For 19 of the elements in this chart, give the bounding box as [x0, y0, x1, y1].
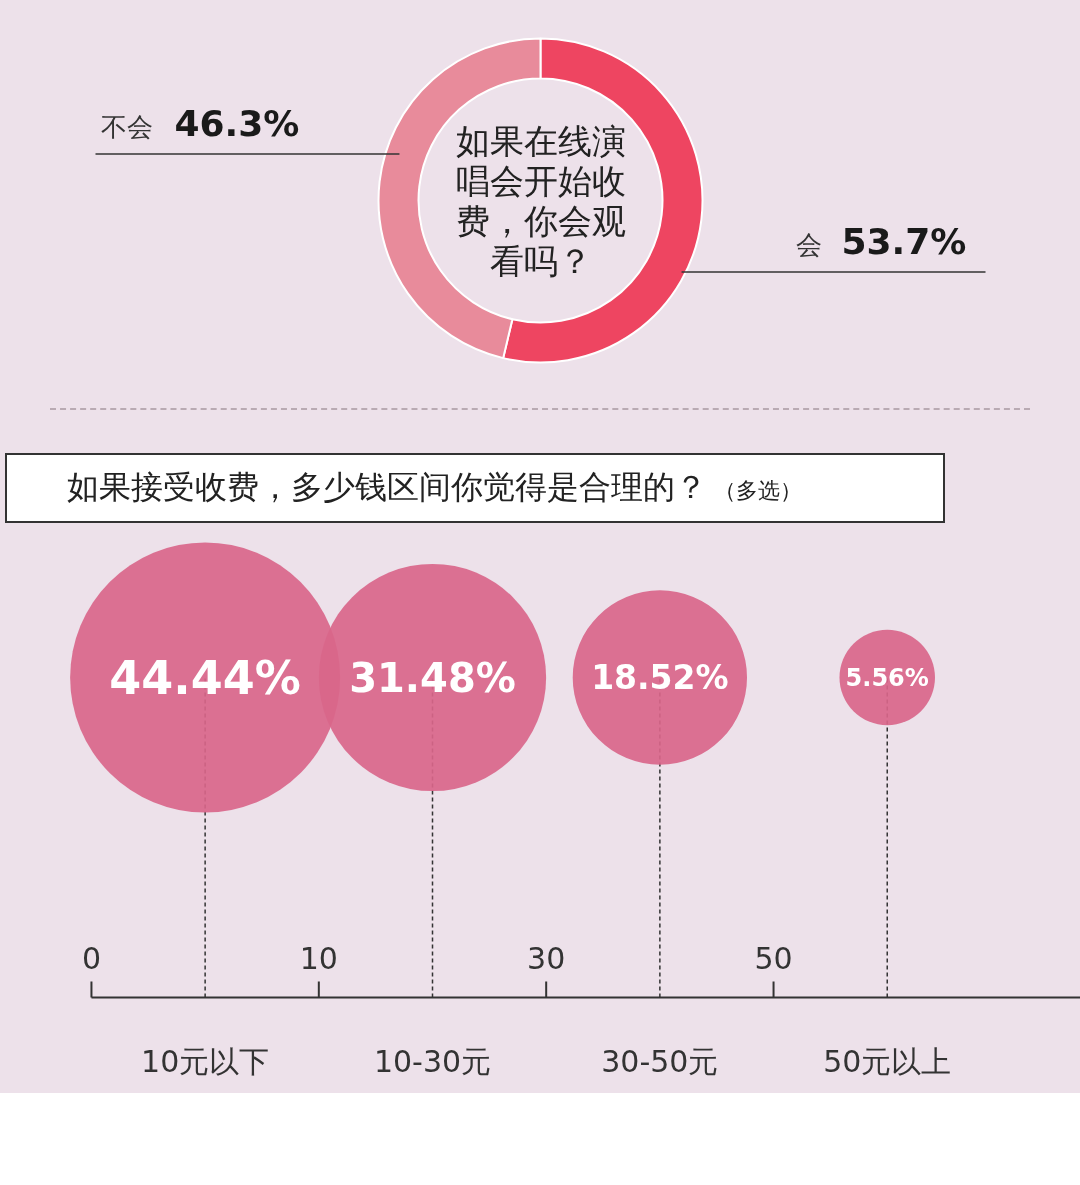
- data-label: 46.3%: [174, 103, 300, 145]
- data-label: 44.44%: [109, 650, 301, 705]
- data-label: 18.52%: [591, 658, 729, 697]
- text: 30: [527, 940, 566, 976]
- category-label: 50元以上: [823, 1044, 952, 1079]
- text: 0: [81, 940, 101, 976]
- data-label: 31.48%: [349, 654, 516, 701]
- category-label: 10元以下: [141, 1044, 270, 1079]
- text: （多选）: [713, 478, 802, 503]
- text: 如果接受收费，多少钱区间你觉得是合理的？: [67, 468, 707, 506]
- category-label: 30-50元: [601, 1044, 719, 1079]
- text: 10: [299, 940, 338, 976]
- text: 如果在线演唱会开始收费，你会观看吗？: [455, 120, 626, 281]
- slice-label: 不会: [100, 112, 153, 143]
- text: 50: [754, 940, 793, 976]
- slice-label: 会: [795, 229, 822, 260]
- data-label: 5.56%: [845, 663, 929, 692]
- category-label: 10-30元: [373, 1044, 492, 1079]
- data-label: 53.7%: [841, 220, 967, 262]
